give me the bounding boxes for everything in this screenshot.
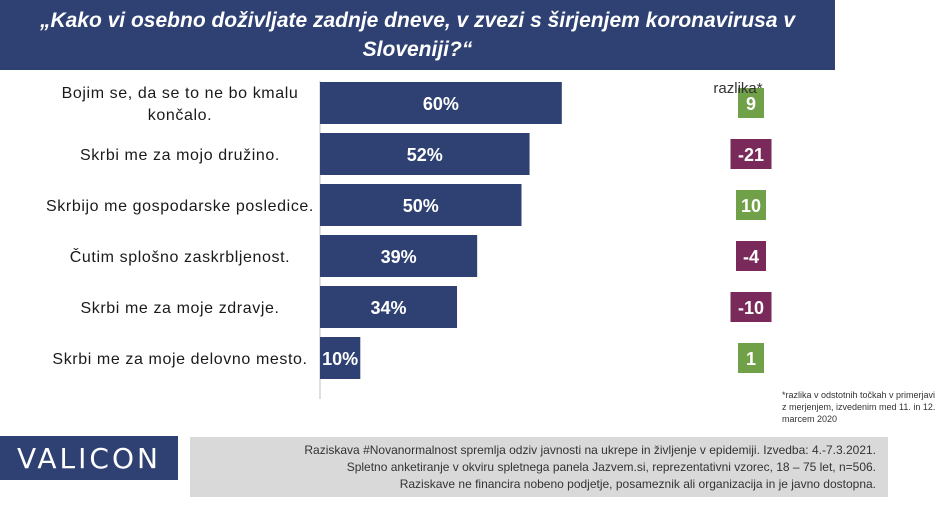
difference-header: razlika* bbox=[713, 80, 763, 97]
category-label: Skrbi me za moje zdravje. bbox=[80, 300, 279, 317]
bar bbox=[320, 82, 562, 124]
bar-value-label: 10% bbox=[322, 349, 358, 369]
survey-info-line-1: Raziskava #Novanormalnost spremlja odziv… bbox=[304, 443, 876, 457]
bar-value-label: 50% bbox=[403, 196, 439, 216]
bar bbox=[320, 337, 361, 379]
bar-value-label: 60% bbox=[423, 94, 459, 114]
difference-label: 1 bbox=[746, 349, 756, 369]
difference-badge bbox=[730, 139, 772, 169]
bar-chart: Bojim se, da se to ne bo kmalu končalo. 60… bbox=[46, 81, 772, 399]
category-label: končalo. bbox=[148, 107, 212, 124]
bar-value-label: 52% bbox=[407, 145, 443, 165]
bar bbox=[320, 184, 522, 226]
difference-label: 10 bbox=[741, 196, 761, 216]
footnote: *razlika v odstotnih točkah v primerjavi… bbox=[782, 390, 936, 424]
survey-info-line-2: Spletno anketiranje v okviru spletnega p… bbox=[346, 460, 876, 474]
difference-label: 9 bbox=[746, 94, 756, 114]
difference-badge bbox=[738, 88, 764, 118]
category-label: Skrbijo me gospodarske posledice. bbox=[46, 198, 314, 215]
chart-title: „Kako vi osebno doživljate zadnje dneve,… bbox=[39, 9, 796, 61]
category-label: Bojim se, da se to ne bo kmalu bbox=[62, 85, 299, 102]
difference-badge bbox=[738, 343, 764, 373]
difference-label: -21 bbox=[738, 145, 764, 165]
difference-label: -4 bbox=[743, 247, 759, 267]
difference-badge bbox=[730, 292, 772, 322]
category-label: Skrbi me za mojo družino. bbox=[80, 147, 280, 164]
survey-info-line-3: Raziskave ne financira nobeno podjetje, … bbox=[399, 477, 876, 491]
difference-badge bbox=[736, 190, 766, 220]
category-label: Čutim splošno zaskrbljenost. bbox=[70, 247, 290, 266]
title-banner: „Kako vi osebno doživljate zadnje dneve,… bbox=[0, 0, 835, 70]
bar bbox=[320, 133, 530, 175]
valicon-logo: VALICON bbox=[0, 436, 178, 480]
bar bbox=[320, 286, 458, 328]
survey-info: Raziskava #Novanormalnost spremlja odziv… bbox=[190, 437, 888, 497]
difference-badge bbox=[736, 241, 766, 271]
difference-label: -10 bbox=[738, 298, 764, 318]
bar bbox=[320, 235, 478, 277]
bar-value-label: 39% bbox=[381, 247, 417, 267]
bar-value-label: 34% bbox=[370, 298, 406, 318]
category-label: Skrbi me za moje delovno mesto. bbox=[52, 351, 307, 368]
